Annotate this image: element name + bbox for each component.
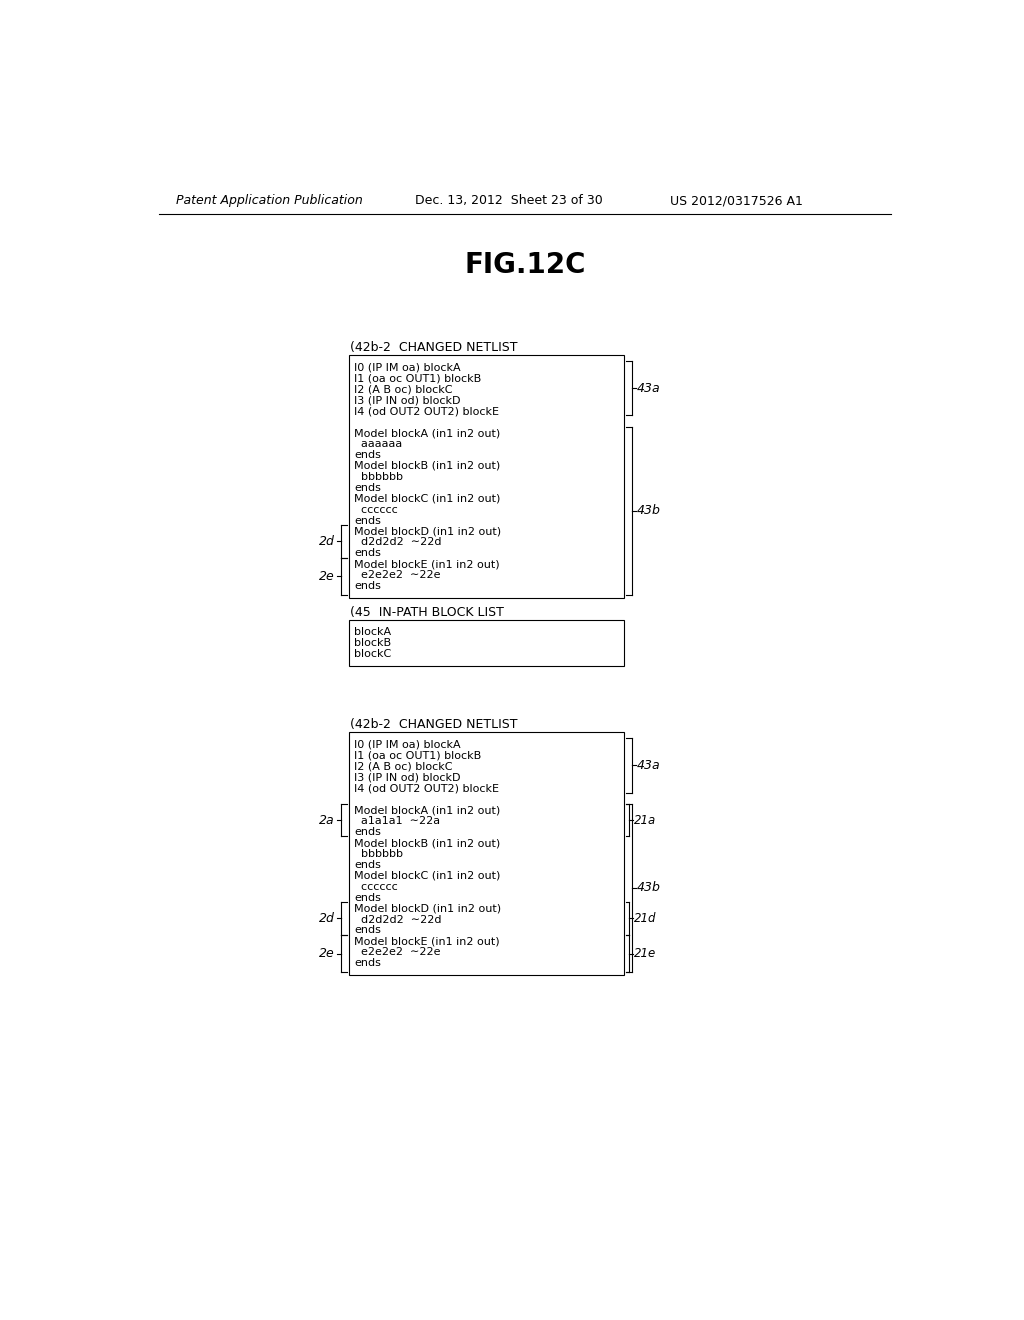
Bar: [349, 731, 624, 975]
Text: I0 (IP IM oa) blockA: I0 (IP IM oa) blockA: [354, 739, 461, 750]
Text: Model blockE (in1 in2 out): Model blockE (in1 in2 out): [354, 560, 500, 569]
Text: Model blockB (in1 in2 out): Model blockB (in1 in2 out): [354, 461, 501, 471]
Text: 2d: 2d: [319, 535, 335, 548]
Text: I4 (od OUT2 OUT2) blockE: I4 (od OUT2 OUT2) blockE: [354, 783, 500, 793]
Bar: [349, 620, 624, 667]
Text: 43a: 43a: [637, 381, 660, 395]
Text: US 2012/0317526 A1: US 2012/0317526 A1: [671, 194, 804, 207]
Text: blockC: blockC: [354, 649, 391, 660]
Text: 43a: 43a: [637, 759, 660, 772]
Text: I2 (A B oc) blockC: I2 (A B oc) blockC: [354, 384, 453, 395]
Text: I4 (od OUT2 OUT2) blockE: I4 (od OUT2 OUT2) blockE: [354, 407, 500, 416]
Text: (42b-2  CHANGED NETLIST: (42b-2 CHANGED NETLIST: [350, 341, 518, 354]
Text: Model blockD (in1 in2 out): Model blockD (in1 in2 out): [354, 527, 502, 536]
Text: Model blockA (in1 in2 out): Model blockA (in1 in2 out): [354, 805, 501, 816]
Text: d2d2d2  ∼22d: d2d2d2 ∼22d: [354, 915, 441, 924]
Text: Dec. 13, 2012  Sheet 23 of 30: Dec. 13, 2012 Sheet 23 of 30: [415, 194, 602, 207]
Text: Model blockD (in1 in2 out): Model blockD (in1 in2 out): [354, 904, 502, 913]
Text: 2e: 2e: [319, 570, 335, 583]
Text: I1 (oa oc OUT1) blockB: I1 (oa oc OUT1) blockB: [354, 374, 481, 383]
Text: cccccc: cccccc: [354, 504, 398, 515]
Text: bbbbbb: bbbbbb: [354, 471, 403, 482]
Text: (42b-2  CHANGED NETLIST: (42b-2 CHANGED NETLIST: [350, 718, 518, 731]
Text: blockB: blockB: [354, 639, 391, 648]
Text: e2e2e2  ∼22e: e2e2e2 ∼22e: [354, 570, 440, 581]
Text: e2e2e2  ∼22e: e2e2e2 ∼22e: [354, 948, 440, 957]
Text: ends: ends: [354, 516, 381, 525]
Text: 21d: 21d: [634, 912, 656, 925]
Text: ends: ends: [354, 450, 381, 459]
Text: Model blockA (in1 in2 out): Model blockA (in1 in2 out): [354, 428, 501, 438]
Text: ends: ends: [354, 581, 381, 591]
Text: I1 (oa oc OUT1) blockB: I1 (oa oc OUT1) blockB: [354, 751, 481, 760]
Text: (45  IN-PATH BLOCK LIST: (45 IN-PATH BLOCK LIST: [350, 606, 504, 619]
Text: I3 (IP IN od) blockD: I3 (IP IN od) blockD: [354, 395, 461, 405]
Text: ends: ends: [354, 483, 381, 492]
Text: FIG.12C: FIG.12C: [464, 251, 586, 279]
Text: I2 (A B oc) blockC: I2 (A B oc) blockC: [354, 762, 453, 771]
Text: 2d: 2d: [319, 912, 335, 925]
Text: ends: ends: [354, 958, 381, 969]
Text: I0 (IP IM oa) blockA: I0 (IP IM oa) blockA: [354, 363, 461, 372]
Text: d2d2d2  ∼22d: d2d2d2 ∼22d: [354, 537, 441, 548]
Text: aaaaaa: aaaaaa: [354, 440, 402, 449]
Text: Model blockC (in1 in2 out): Model blockC (in1 in2 out): [354, 494, 501, 504]
Text: 43b: 43b: [637, 504, 662, 517]
Text: Model blockC (in1 in2 out): Model blockC (in1 in2 out): [354, 871, 501, 880]
Text: ends: ends: [354, 859, 381, 870]
Text: Model blockB (in1 in2 out): Model blockB (in1 in2 out): [354, 838, 501, 847]
Text: ends: ends: [354, 892, 381, 903]
Text: 2a: 2a: [319, 813, 335, 826]
Text: Model blockE (in1 in2 out): Model blockE (in1 in2 out): [354, 936, 500, 946]
Text: Patent Application Publication: Patent Application Publication: [176, 194, 362, 207]
Text: 2e: 2e: [319, 946, 335, 960]
Text: 43b: 43b: [637, 882, 662, 895]
Text: ends: ends: [354, 925, 381, 936]
Text: a1a1a1  ∼22a: a1a1a1 ∼22a: [354, 816, 440, 826]
Text: blockA: blockA: [354, 627, 391, 638]
Text: 21e: 21e: [634, 946, 656, 960]
Bar: [349, 355, 624, 598]
Text: 21a: 21a: [634, 813, 656, 826]
Text: ends: ends: [354, 828, 381, 837]
Text: I3 (IP IN od) blockD: I3 (IP IN od) blockD: [354, 772, 461, 783]
Text: cccccc: cccccc: [354, 882, 398, 892]
Text: ends: ends: [354, 548, 381, 558]
Text: bbbbbb: bbbbbb: [354, 849, 403, 859]
